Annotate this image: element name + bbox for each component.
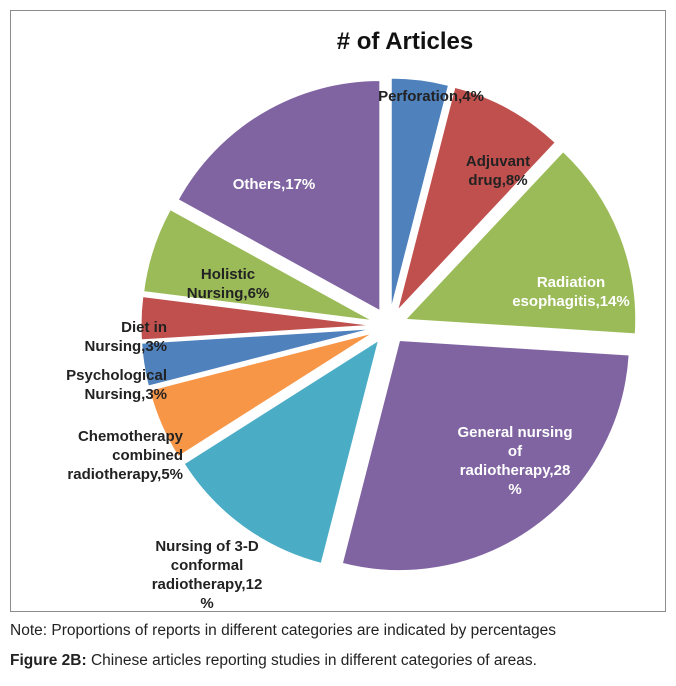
slice-label-adjuvant-drug: Adjuvant drug,8% — [466, 153, 530, 189]
pie-slice-diet-in-nursing — [140, 296, 372, 341]
slice-label-holistic-nursing: Holistic Nursing,6% — [187, 266, 270, 302]
figure-label: Figure 2B: — [10, 652, 87, 669]
slice-label-general-nursing-of-radiotherapy: General nursing of radiotherapy,28% — [457, 424, 572, 498]
figure-caption-text: Chinese articles reporting studies in di… — [86, 652, 537, 669]
slice-label-psychological-nursing: Psychological Nursing,3% — [66, 367, 167, 403]
pie-slice-chemotherapy-combined-radiotherapy — [149, 332, 373, 458]
slice-label-radiation-esophagitis: Radiation esophagitis,14% — [512, 274, 630, 310]
pie-slices — [140, 77, 637, 572]
slice-label-diet-in-nursing: Diet in Nursing,3% — [84, 319, 167, 355]
slice-label-perforation: Perforation,4% — [378, 88, 484, 105]
slice-label-chemotherapy-combined-radiotherapy: Chemotherapy combined radiotherapy,5% — [67, 428, 183, 483]
pie-slice-adjuvant-drug — [397, 86, 556, 311]
pie-slice-radiation-esophagitis — [404, 151, 637, 335]
pie-labels: Perforation,4% Adjuvant drug,8% Radiation es… — [66, 88, 630, 611]
pie-slice-psychological-nursing — [141, 328, 372, 387]
slice-label-nursing-of-3-d-conformal-radiotherapy: Nursing of 3-D conformal radiotherapy,12% — [152, 538, 263, 611]
pie-slice-nursing-of-3-d-conformal-radiotherapy — [183, 339, 380, 564]
pie-chart: # of Articles Perforation,4% Adjuvant drug… — [66, 28, 637, 611]
chart-frame: # of Articles Perforation,4% Adjuvant drug… — [10, 10, 666, 612]
pie-slice-perforation — [390, 77, 450, 309]
figure-note: Note: Proportions of reports in differen… — [10, 622, 556, 639]
figure-caption: Figure 2B: Chinese articles reporting st… — [10, 652, 537, 670]
chart-title: # of Articles — [337, 28, 474, 55]
slice-label-others: Others,17% — [233, 176, 316, 193]
pie-slice-holistic-nursing — [143, 208, 373, 321]
pie-slice-general-nursing-of-radiotherapy — [341, 340, 630, 572]
pie-slice-others — [177, 80, 381, 312]
